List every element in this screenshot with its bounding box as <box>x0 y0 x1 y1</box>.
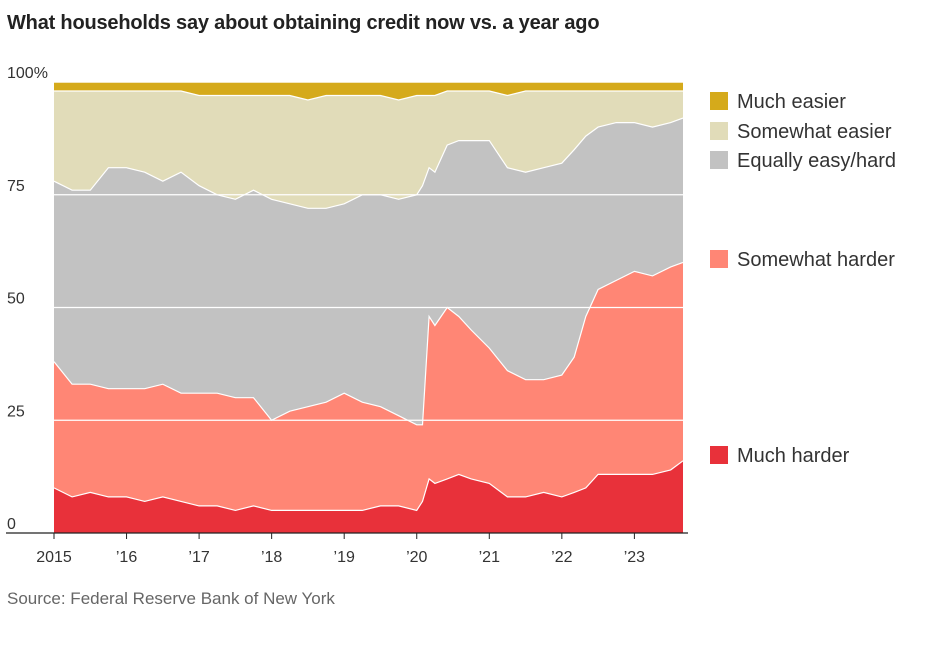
x-tick-label: ’23 <box>624 549 645 566</box>
chart-svg: 0 25 50 75 100% 2015 ’16 ’17 ’18 ’19 ’20 ’21 ’22 ’23… <box>6 65 896 566</box>
legend-label: Much harder <box>737 445 850 467</box>
legend-swatch <box>710 92 728 110</box>
legend: Much easier Somewhat easier Equally easy/h… <box>710 91 896 467</box>
legend-swatch <box>710 151 728 169</box>
area-border-equally-easy-hard <box>53 117 684 209</box>
x-tick-label: ’17 <box>188 549 209 566</box>
x-tick-label: ’20 <box>406 549 427 566</box>
x-tick-label: 2015 <box>36 549 72 566</box>
y-tick-label: 50 <box>7 291 25 308</box>
area-much-harder <box>54 460 683 533</box>
series-border-layer <box>53 81 684 512</box>
y-tick-label: 100% <box>7 65 48 82</box>
legend-swatch <box>710 446 728 464</box>
area-somewhat-easier <box>54 91 683 209</box>
x-axis: 2015 ’16 ’17 ’18 ’19 ’20 ’21 ’22 ’23 <box>36 533 645 566</box>
y-tick-label: 75 <box>7 178 25 195</box>
legend-swatch <box>710 250 728 268</box>
legend-swatch <box>710 122 728 140</box>
area-somewhat-harder <box>54 262 683 511</box>
x-tick-label: ’18 <box>261 549 282 566</box>
x-tick-label: ’16 <box>116 549 137 566</box>
y-axis: 0 25 50 75 100% <box>7 65 48 533</box>
chart-title: What households say about obtaining cred… <box>7 12 600 34</box>
legend-label: Equally easy/hard <box>737 150 896 172</box>
area-border-much-harder <box>53 460 684 512</box>
legend-label: Much easier <box>737 91 846 113</box>
source-note: Source: Federal Reserve Bank of New York <box>7 589 335 608</box>
x-tick-label: ’19 <box>334 549 355 566</box>
area-border-somewhat-harder <box>53 261 684 426</box>
y-tick-label: 25 <box>7 403 25 420</box>
y-tick-label: 0 <box>7 516 16 533</box>
x-tick-label: ’22 <box>551 549 572 566</box>
area-border-somewhat-easier <box>54 90 683 101</box>
legend-label: Somewhat easier <box>737 121 892 143</box>
x-tick-label: ’21 <box>479 549 500 566</box>
legend-label: Somewhat harder <box>737 249 895 271</box>
